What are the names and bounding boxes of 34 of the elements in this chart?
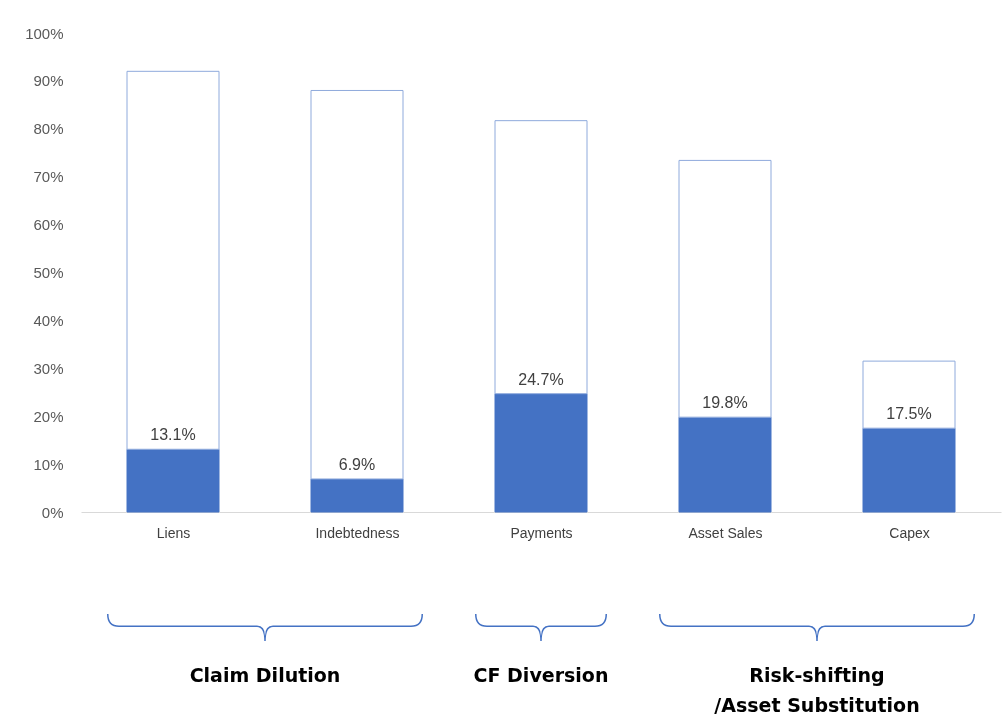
y-tick-label: 40% (33, 311, 64, 329)
bar (310, 478, 404, 513)
y-tick-label: 80% (33, 120, 64, 138)
bar (678, 416, 772, 513)
bar (494, 393, 588, 513)
y-tick-label: 10% (33, 455, 64, 473)
x-tick-label: Payments (510, 524, 573, 541)
text: Claim Dilution (189, 663, 341, 688)
text: Risk-shifting /Asset Substitution (714, 663, 920, 718)
bar (126, 448, 220, 513)
x-tick-label: Indebtedness (315, 524, 400, 541)
x-tick-label: Liens (156, 524, 191, 541)
y-tick-label: 0% (41, 503, 64, 521)
bar (494, 120, 588, 395)
data-label: 6.9% (338, 455, 376, 473)
y-tick-label: 50% (33, 264, 64, 281)
text: CF Diversion (473, 663, 609, 688)
x-tick-label: Capex (889, 524, 930, 541)
y-tick-label: 20% (33, 407, 64, 425)
y-tick-label: 70% (33, 168, 64, 186)
y-tick-label: 100% (25, 24, 64, 42)
bar (310, 89, 404, 480)
y-tick-label: 30% (33, 359, 64, 377)
bar (862, 360, 956, 429)
y-tick-label: 90% (33, 72, 64, 90)
y-tick-label: 60% (33, 216, 64, 234)
data-label: 17.5% (886, 405, 932, 423)
data-label: 24.7% (518, 370, 564, 388)
bar (862, 427, 956, 513)
x-tick-label: Asset Sales (688, 524, 763, 541)
data-label: 13.1% (150, 426, 196, 444)
bar (126, 70, 220, 450)
bar (678, 159, 772, 418)
data-label: 19.8% (702, 394, 748, 412)
